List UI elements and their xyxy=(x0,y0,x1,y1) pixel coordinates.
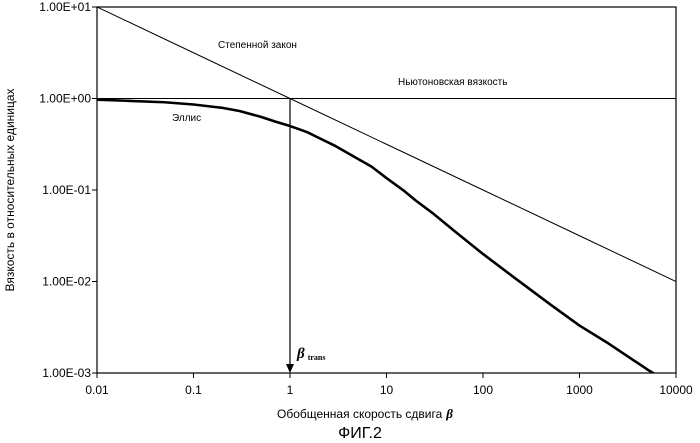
y-tick-label: 1.00E-02 xyxy=(42,275,91,289)
y-axis-title: Вязкость в относительных единицах xyxy=(3,88,17,291)
ellis-label: Эллис xyxy=(172,113,201,124)
figure-caption: ФИГ.2 xyxy=(338,425,382,442)
x-axis-ticks: 0.01 0.1 1 10 100 1000 10000 xyxy=(85,373,693,397)
y-tick-label: 1.00E-03 xyxy=(42,366,91,380)
y-tick-label: 1.00E+01 xyxy=(39,0,91,14)
x-tick-label: 1000 xyxy=(566,383,593,397)
x-tick-label: 100 xyxy=(473,383,493,397)
series-ellis-line xyxy=(97,100,676,387)
y-tick-label: 1.00E-01 xyxy=(42,183,91,197)
y-axis-ticks: 1.00E-03 1.00E-02 1.00E-01 1.00E+00 1.00E+01 xyxy=(39,0,97,380)
newtonian-viscosity-label: Ньютоновская вязкость xyxy=(398,77,507,88)
x-tick-label: 10 xyxy=(380,383,394,397)
x-axis-title-text: Обобщенная скорость сдвига xyxy=(277,407,443,421)
beta-subscript: trans xyxy=(308,353,326,362)
x-tick-label: 10000 xyxy=(659,383,693,397)
x-tick-label: 0.1 xyxy=(185,383,202,397)
chart: 1.00E-03 1.00E-02 1.00E-01 1.00E+00 1.00E+01… xyxy=(0,0,700,443)
x-tick-label: 1 xyxy=(287,383,294,397)
beta-trans-label: βtrans xyxy=(296,346,325,362)
y-tick-label: 1.00E+00 xyxy=(39,92,91,106)
x-tick-label: 0.01 xyxy=(85,383,109,397)
x-axis-title-symbol: β xyxy=(445,406,453,421)
series-power-law-line xyxy=(97,7,676,282)
plot-frame xyxy=(97,7,676,373)
series-layer xyxy=(97,7,676,387)
x-axis-title: Обобщенная скорость сдвигаβ xyxy=(277,406,453,421)
beta-trans-arrow-head xyxy=(286,364,294,373)
beta-symbol: β xyxy=(296,346,305,362)
power-law-label: Степенной закон xyxy=(218,40,297,51)
